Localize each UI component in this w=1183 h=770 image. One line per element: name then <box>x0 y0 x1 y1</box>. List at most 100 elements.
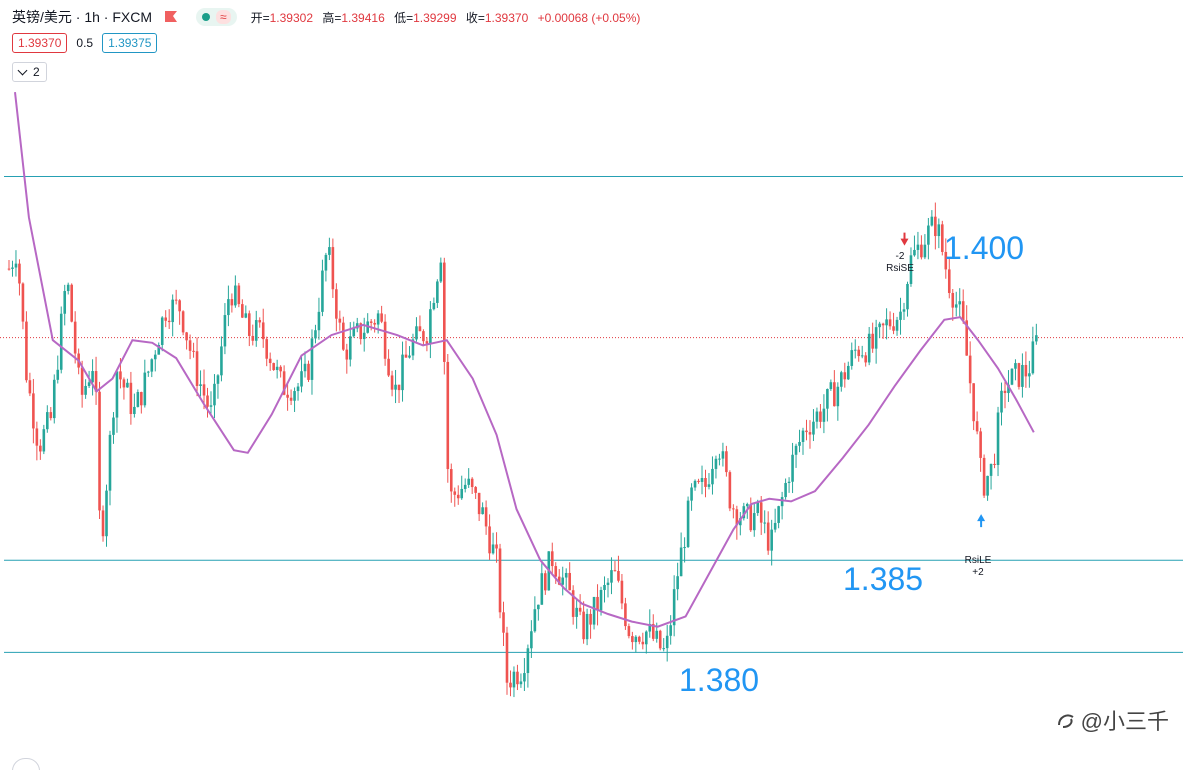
candle-body <box>331 247 335 290</box>
symbol-title[interactable]: 英镑/美元 · 1h · FXCM <box>12 9 153 25</box>
candle-body <box>801 430 805 443</box>
ask-price-button[interactable]: 1.39375 <box>102 33 158 53</box>
wave-icon: ≈ <box>216 10 231 24</box>
candle-body <box>773 522 777 530</box>
candle-body <box>383 321 387 359</box>
candle-body <box>216 375 220 384</box>
candle-body <box>42 429 46 452</box>
candle-body <box>683 547 686 549</box>
candle-body <box>467 478 470 485</box>
open-value: 1.39302 <box>269 10 314 25</box>
candle-body <box>909 255 913 284</box>
candle-body <box>439 262 443 282</box>
candle-body <box>91 371 94 383</box>
candle-body <box>982 457 986 496</box>
bid-price-button[interactable]: 1.39370 <box>12 33 68 53</box>
candle-body <box>512 671 516 688</box>
candle-body <box>857 349 861 357</box>
candle-body <box>554 566 558 577</box>
candle-body <box>321 270 324 312</box>
candle-body <box>853 349 857 351</box>
candle-body <box>254 320 258 341</box>
candle-body <box>348 336 352 360</box>
candle-body <box>624 603 627 627</box>
candle-body <box>864 355 867 363</box>
candle-body <box>474 487 477 493</box>
candle-body <box>850 350 854 366</box>
candle-body <box>261 322 265 340</box>
candle-body <box>286 394 289 398</box>
candle-body <box>840 372 843 387</box>
ohlc-readout: 开=1.39302 高=1.39416 低=1.39299 收=1.39370 … <box>251 9 641 26</box>
candle-body <box>805 430 808 433</box>
candle-body <box>843 372 847 380</box>
moving-average-line <box>14 91 1035 628</box>
candle-body <box>387 358 390 376</box>
dot-icon <box>202 13 211 21</box>
candle-body <box>728 472 732 509</box>
signal-markers <box>900 232 986 528</box>
candle-body <box>561 577 565 585</box>
indicators-collapse-button[interactable]: 2 <box>12 62 47 82</box>
candle-body <box>812 421 815 435</box>
candle-body <box>14 263 18 268</box>
candle-body <box>989 463 993 476</box>
candle-body <box>871 333 874 349</box>
candle-body <box>293 391 296 401</box>
candle-body <box>603 584 606 590</box>
candle-body <box>84 385 87 395</box>
indicator-visibility-toggle[interactable]: ≈ <box>196 8 237 26</box>
candle-body <box>739 518 742 526</box>
candle-body <box>150 359 154 372</box>
candle-body <box>265 339 269 359</box>
candle-body <box>101 510 105 537</box>
candle-body <box>523 673 526 682</box>
candle-body <box>300 371 303 387</box>
candle-body <box>679 547 683 577</box>
candle-body <box>223 315 227 347</box>
candle-body <box>460 488 464 499</box>
candle-body <box>488 526 491 554</box>
candle-body <box>199 384 202 386</box>
candle-body <box>735 509 739 526</box>
flag-icon[interactable] <box>164 11 178 23</box>
candle-body <box>794 445 798 455</box>
candles <box>7 202 1038 698</box>
candle-body <box>296 386 300 392</box>
candle-body <box>641 641 645 645</box>
candle-body <box>665 635 669 649</box>
candle-body <box>394 384 397 390</box>
candle-body <box>167 320 171 323</box>
candle-body <box>697 480 700 482</box>
candle-body <box>777 506 780 523</box>
candle-body <box>972 383 975 422</box>
candle-body <box>986 475 989 496</box>
candle-body <box>916 244 920 250</box>
candle-body <box>1003 390 1007 394</box>
candle-body <box>784 482 787 498</box>
candle-body <box>188 340 192 351</box>
candle-body <box>28 380 32 394</box>
candle-body <box>443 262 446 362</box>
candle-body <box>1000 390 1003 413</box>
candle-body <box>920 244 923 258</box>
candle-body <box>613 570 617 572</box>
candle-body <box>662 648 666 650</box>
candle-body <box>575 607 578 617</box>
sell-arrow-icon <box>900 232 909 246</box>
quote-row: 1.39370 0.5 1.39375 <box>12 33 158 53</box>
candle-body <box>815 411 819 422</box>
candle-body <box>35 428 39 446</box>
candle-body <box>759 502 763 523</box>
candle-body <box>73 321 77 354</box>
open-label: 开= <box>250 10 270 25</box>
candle-body <box>791 454 794 482</box>
candle-body <box>477 492 481 515</box>
candle-body <box>213 383 216 406</box>
candle-body <box>463 484 467 489</box>
candle-body <box>756 502 760 514</box>
candle-body <box>314 330 317 339</box>
high-value: 1.39416 <box>341 10 385 25</box>
candle-body <box>324 254 328 271</box>
